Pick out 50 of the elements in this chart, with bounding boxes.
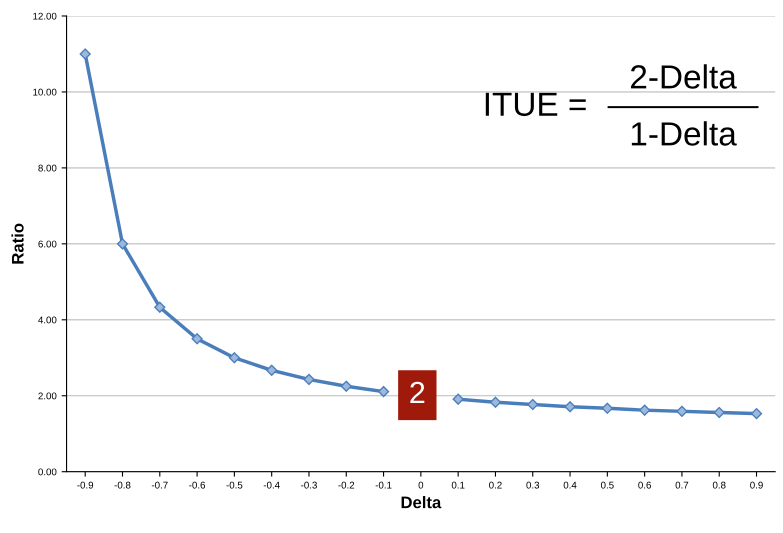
annotation: 2 bbox=[410, 382, 424, 404]
x-tick-label: 0.1 bbox=[452, 482, 464, 489]
point bbox=[750, 408, 762, 420]
x-tick-label: -0.2 bbox=[338, 482, 354, 489]
x-tick-label: -0.9 bbox=[77, 482, 94, 489]
x-tick-label: -0.3 bbox=[301, 482, 317, 489]
x-tick-label: 0.3 bbox=[526, 482, 540, 489]
x-tick-label: 0.8 bbox=[712, 482, 726, 489]
point bbox=[80, 48, 91, 60]
point bbox=[266, 364, 278, 376]
x-axis-title: Delta bbox=[402, 496, 442, 508]
x-tick-label: -0.4 bbox=[264, 482, 280, 489]
annotation: 1-Delta bbox=[632, 121, 737, 146]
point bbox=[378, 386, 390, 398]
point bbox=[602, 402, 613, 414]
annotation: 2-Delta bbox=[631, 64, 737, 89]
point bbox=[340, 380, 352, 392]
point bbox=[303, 374, 315, 386]
y-tick-label: 10.00 bbox=[33, 88, 56, 96]
y-tick-label: 2.00 bbox=[38, 392, 56, 400]
y-tick-label: 4.00 bbox=[38, 316, 56, 324]
x-tick-label: 0 bbox=[418, 482, 424, 489]
point bbox=[564, 401, 576, 412]
point bbox=[714, 406, 725, 418]
point bbox=[116, 238, 128, 250]
annotation: ITUE = bbox=[486, 92, 586, 116]
point bbox=[676, 406, 688, 417]
x-tick-label: 0.5 bbox=[600, 482, 614, 489]
x-tick-label: -0.1 bbox=[376, 482, 392, 489]
x-tick-label: -0.6 bbox=[189, 482, 206, 489]
point bbox=[191, 333, 203, 344]
point bbox=[154, 302, 166, 313]
x-tick-label: -0.8 bbox=[114, 482, 130, 489]
y-tick-label: 0.00 bbox=[38, 468, 56, 476]
y-axis-title: Ratio bbox=[11, 224, 24, 264]
x-tick-label: 0.6 bbox=[638, 482, 651, 489]
y-tick-label: 6.00 bbox=[38, 240, 56, 248]
point bbox=[527, 398, 538, 410]
x-tick-label: 0.9 bbox=[750, 482, 763, 489]
x-tick-label: 0.4 bbox=[564, 482, 577, 489]
point bbox=[639, 404, 650, 416]
point bbox=[452, 394, 464, 405]
point bbox=[490, 396, 502, 408]
y-tick-label: 8.00 bbox=[38, 164, 56, 172]
x-tick-label: 0.7 bbox=[676, 482, 688, 489]
y-tick-label: 12.00 bbox=[33, 12, 56, 20]
x-tick-label: -0.7 bbox=[152, 482, 168, 489]
x-tick-label: 0.2 bbox=[489, 482, 502, 489]
point bbox=[228, 352, 240, 364]
x-tick-label: -0.5 bbox=[226, 482, 242, 489]
